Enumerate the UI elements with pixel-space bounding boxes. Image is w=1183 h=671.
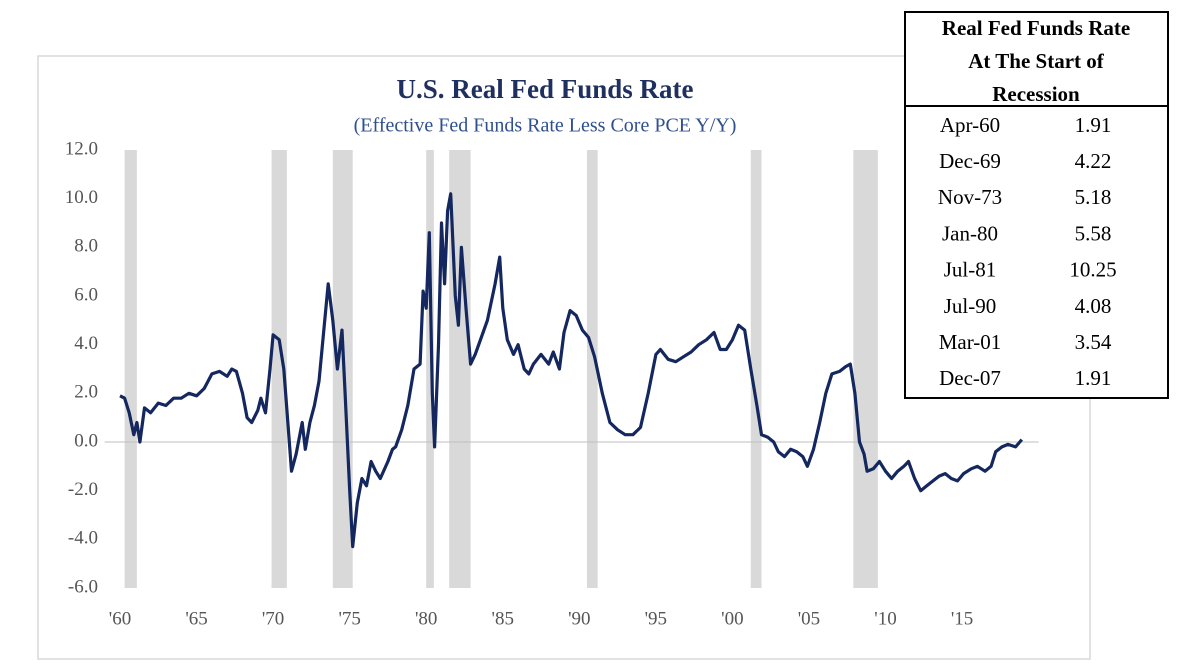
- x-tick-label: '95: [645, 608, 667, 629]
- table-title-line: At The Start of: [968, 49, 1105, 73]
- recession-band: [750, 150, 762, 588]
- table-date: Mar-01: [939, 330, 1002, 354]
- table-value: 5.18: [1075, 185, 1112, 209]
- x-tick-label: '15: [951, 608, 973, 629]
- table-value: 3.54: [1075, 330, 1112, 354]
- recession-band: [271, 150, 287, 588]
- x-tick-label: '00: [721, 608, 743, 629]
- table-title-line: Recession: [992, 82, 1080, 106]
- table: Real Fed Funds Rate At The Start of Recess…: [904, 11, 1169, 399]
- recession-band: [426, 150, 434, 588]
- table-value: 1.91: [1075, 113, 1112, 137]
- x-tick-label: '90: [568, 608, 590, 629]
- x-tick-label: '70: [262, 608, 284, 629]
- table-date: Jan-80: [942, 221, 998, 245]
- table-date: Nov-73: [938, 185, 1002, 209]
- plot: 12.0 10.0 8.0 6.0 4.0 2.0 0.0 -2.0 -4.0 -6.0 '60 '6…: [65, 138, 1039, 629]
- x-tick-label: '65: [185, 608, 207, 629]
- x-tick-label: '85: [492, 608, 514, 629]
- y-tick-label: 2.0: [74, 382, 98, 403]
- recession-band: [853, 150, 878, 588]
- y-tick-label: 4.0: [74, 333, 98, 354]
- x-tick-label: '60: [109, 608, 131, 629]
- y-tick-label: 0.0: [74, 430, 98, 451]
- y-tick-label: -6.0: [68, 576, 98, 597]
- table-value: 4.22: [1075, 149, 1112, 173]
- table-date: Jul-81: [944, 258, 997, 282]
- chart-title: U.S. Real Fed Funds Rate: [396, 74, 693, 104]
- table-value: 4.08: [1075, 294, 1112, 318]
- x-tick-label: '75: [338, 608, 360, 629]
- table-value: 1.91: [1075, 366, 1112, 390]
- table-frame: [904, 11, 1169, 399]
- y-tick-label: 10.0: [65, 187, 98, 208]
- y-tick-label: -4.0: [68, 528, 98, 549]
- y-tick-label: 12.0: [65, 138, 98, 159]
- chart-subtitle: (Effective Fed Funds Rate Less Core PCE …: [354, 115, 737, 137]
- recession-band: [586, 150, 598, 588]
- y-tick-label: 8.0: [74, 236, 98, 257]
- table-date: Apr-60: [940, 113, 1000, 137]
- table-date: Dec-07: [939, 366, 1001, 390]
- table-title-line: Real Fed Funds Rate: [942, 16, 1130, 40]
- table-value: 5.58: [1075, 221, 1112, 245]
- table-value: 10.25: [1069, 258, 1116, 282]
- y-tick-label: -2.0: [68, 479, 98, 500]
- table-date: Dec-69: [939, 149, 1001, 173]
- x-tick-label: '05: [798, 608, 820, 629]
- recession-band: [124, 150, 137, 588]
- y-tick-label: 6.0: [74, 284, 98, 305]
- x-tick-label: '10: [874, 608, 896, 629]
- table-date: Jul-90: [944, 294, 997, 318]
- data-line: [119, 192, 1024, 549]
- x-tick-label: '80: [415, 608, 437, 629]
